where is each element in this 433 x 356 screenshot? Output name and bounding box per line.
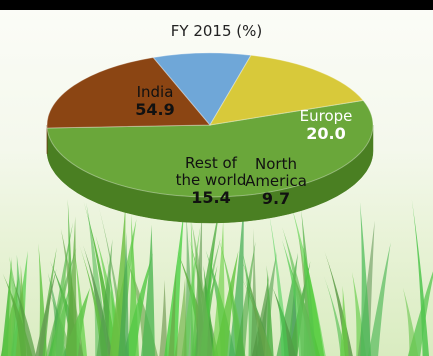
slice-label: Rest of [185,154,238,172]
grass-blade [411,199,430,356]
grass-blade [250,228,258,356]
grass-blade [268,209,289,356]
grass-blade [359,202,372,356]
grass-blade [2,257,12,356]
grass-blade [240,275,273,356]
pie-slice [152,52,252,126]
slice-value-label: 20.0 [306,124,345,143]
pie-tops [46,52,374,198]
grass-blade [174,277,187,356]
grass-blade [290,204,326,356]
grass-blade [122,253,154,356]
grass-blade [168,263,177,356]
grass-blade [141,224,155,356]
chart-title: FY 2015 (%) [170,22,263,40]
grass-blade [65,216,77,356]
grass-blade [368,242,391,356]
grass-blade [213,250,239,356]
grass-blade [96,239,113,356]
slice-label: America [245,172,307,190]
grass-blade [266,265,274,356]
grass-blade [2,273,33,356]
grass-blade [10,275,37,356]
header-bar [0,0,433,10]
slice-label: India [137,83,174,101]
grass-blade [340,285,349,356]
grass-blade [72,240,87,356]
slice-value-label: 54.9 [135,100,174,119]
slice-label: the world [176,171,247,189]
grass-blade [323,275,347,356]
grass-blade [191,222,214,356]
grass-blade [35,268,57,356]
grass-blade [228,198,244,356]
grass-blade [159,279,168,356]
grass-blade [282,227,316,356]
grass-blade [402,287,419,356]
slice-label: North [255,155,297,173]
grass-blade [164,209,185,356]
slice-value-label: 9.7 [262,189,290,208]
pie-slice [46,99,374,198]
pie-slice [209,54,365,126]
slice-label: Europe [300,107,353,125]
grass-decoration [0,198,433,356]
grass-blade [235,241,256,356]
grass-blade [118,232,129,356]
grass-blade [357,220,375,356]
pie-slice [46,56,212,129]
grass-blade [51,261,67,356]
grass-blade [1,260,12,356]
slice-value-label: 15.4 [191,188,230,207]
